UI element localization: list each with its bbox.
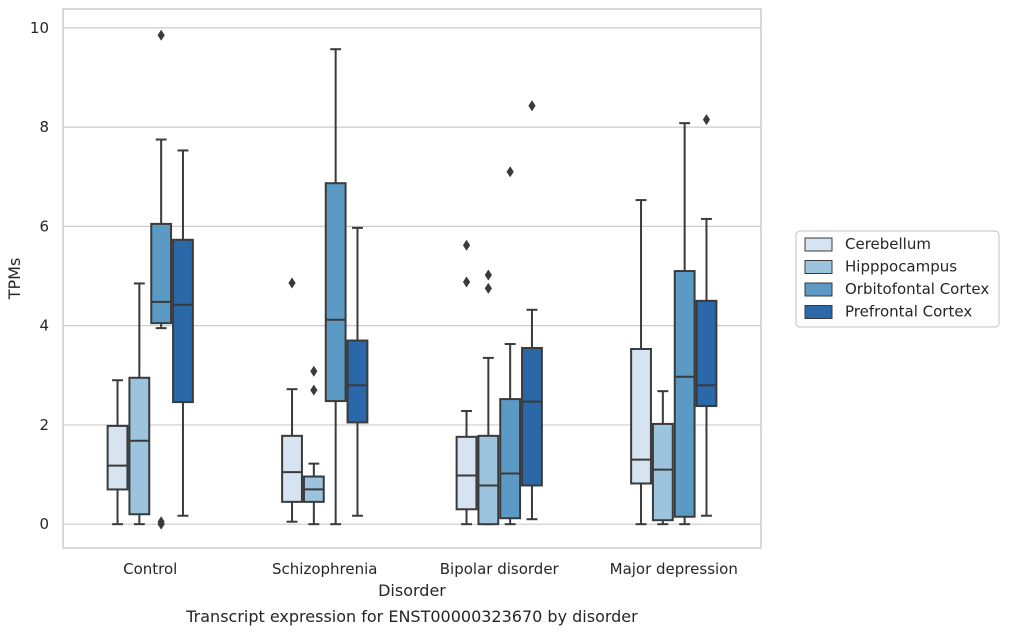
legend-label: Orbitofontal Cortex xyxy=(845,280,989,298)
y-tick-label: 2 xyxy=(39,416,49,434)
x-tick-label: Bipolar disorder xyxy=(440,560,560,578)
x-tick-label: Schizophrenia xyxy=(272,560,377,578)
outlier-point xyxy=(484,269,492,281)
box xyxy=(346,339,369,424)
box-plot-item xyxy=(455,239,478,526)
outlier-point xyxy=(157,29,165,41)
box-plot-item xyxy=(281,277,303,523)
box xyxy=(172,238,194,404)
legend-swatch xyxy=(804,237,833,252)
box xyxy=(150,222,173,325)
box-plot-item xyxy=(673,122,696,526)
box-plot-item xyxy=(150,29,173,530)
legend-label: Cerebellum xyxy=(845,235,931,253)
x-axis-label: Disorder xyxy=(378,581,446,600)
box-plot-item xyxy=(651,390,674,526)
legend-swatch xyxy=(804,305,833,319)
outlier-point xyxy=(528,100,536,112)
outlier-point xyxy=(288,277,296,289)
figure-caption: Transcript expression for ENST0000032367… xyxy=(185,607,638,626)
box xyxy=(521,346,543,487)
outlier-point xyxy=(157,516,165,528)
legend-swatch xyxy=(804,282,833,297)
x-tick-label: Major depression xyxy=(610,560,738,578)
box-plot-item xyxy=(521,100,543,521)
legend-frame xyxy=(795,230,1000,328)
series-orbitofontal-cortex xyxy=(150,29,696,530)
series-hipppocampus xyxy=(128,269,674,526)
legend-label: Prefrontal Cortex xyxy=(845,303,972,321)
box xyxy=(281,434,303,503)
y-tick-label: 10 xyxy=(30,19,49,37)
plot-frame xyxy=(62,8,762,549)
box-plot-item xyxy=(128,282,151,526)
legend: Cerebellum Hipppocampus Orbitofontal Corte… xyxy=(795,230,1000,328)
x-tick-label: Control xyxy=(123,560,177,578)
outlier-point xyxy=(484,282,492,294)
box xyxy=(106,424,129,491)
box-plot-item xyxy=(630,199,652,526)
box xyxy=(651,422,674,522)
outlier-point xyxy=(506,166,514,178)
outlier-point xyxy=(702,114,711,126)
box xyxy=(324,182,347,403)
box xyxy=(477,434,500,526)
outlier-point xyxy=(310,384,318,396)
box xyxy=(128,376,151,516)
box-plot-item xyxy=(172,149,194,517)
legend-label: Hipppocampus xyxy=(845,258,957,276)
box-plot-item xyxy=(695,114,718,517)
y-tick-label: 0 xyxy=(39,515,49,533)
series-prefrontal-cortex xyxy=(172,100,718,521)
box xyxy=(630,347,652,485)
legend-swatch xyxy=(804,260,833,274)
series-cerebellum xyxy=(106,199,652,526)
y-tick-label: 6 xyxy=(39,217,49,235)
box-plot-item xyxy=(324,48,347,526)
outlier-point xyxy=(310,365,318,377)
outlier-point xyxy=(462,276,471,288)
box-plot-item xyxy=(346,226,369,517)
box-plot-item xyxy=(106,379,129,526)
y-tick-label: 4 xyxy=(39,317,49,335)
box-plot-item xyxy=(477,269,500,526)
y-tick-label: 8 xyxy=(39,118,49,136)
box xyxy=(673,270,696,518)
box xyxy=(499,398,522,520)
box-plot-item xyxy=(302,365,325,526)
outlier-point xyxy=(462,239,471,251)
box xyxy=(695,299,718,408)
box xyxy=(455,435,478,511)
box-plot-item xyxy=(499,166,522,526)
y-axis-label: TPMs xyxy=(5,258,24,301)
